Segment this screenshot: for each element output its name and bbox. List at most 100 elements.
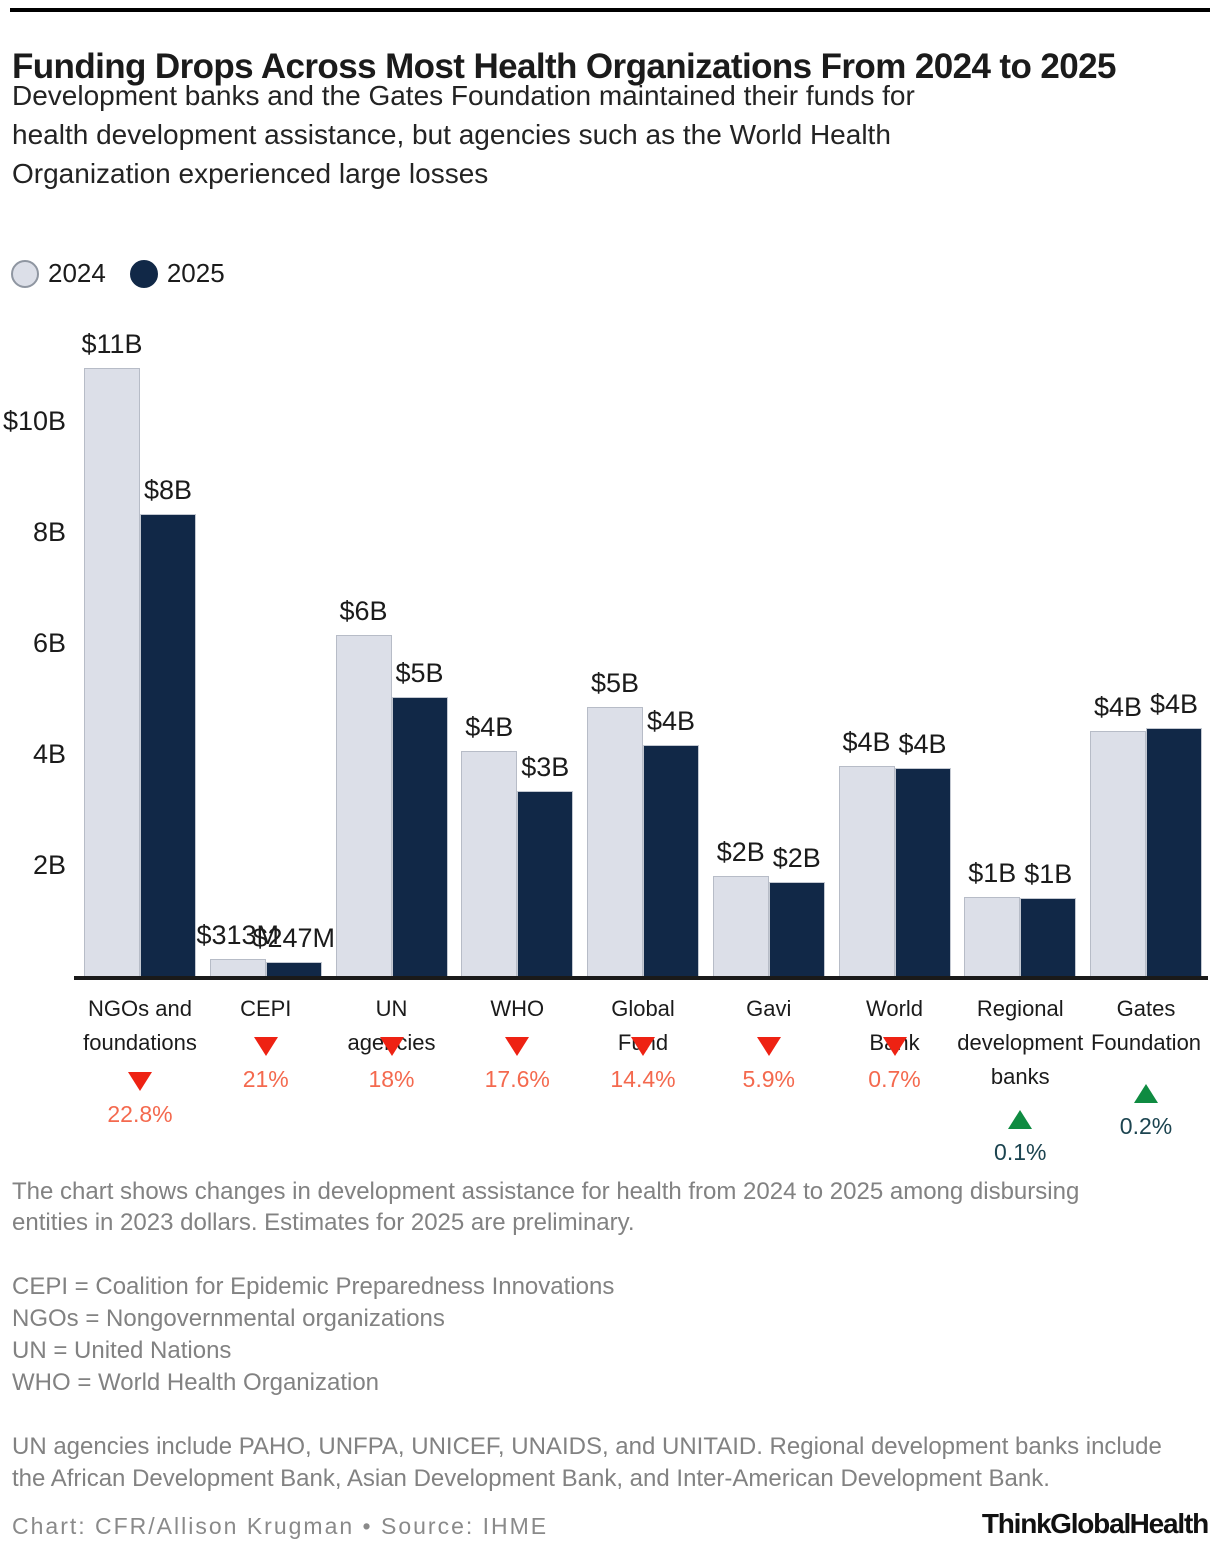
- y-axis-tick-label: 2B: [32, 850, 66, 880]
- bar-value-label: $4B: [842, 727, 891, 757]
- bar-2024: [712, 876, 769, 976]
- bar-2025: [517, 791, 574, 976]
- think-global-health-logo: Think Global Health: [981, 1508, 1209, 1539]
- credit-line: Chart: CFR/Allison Krugman • Source: IHM…: [12, 1513, 549, 1539]
- footnote-line: The chart shows changes in development a…: [12, 1178, 1080, 1205]
- bar-2025: [140, 514, 196, 976]
- bar-value-label: $247M: [252, 923, 336, 953]
- change-percent-label: 22.8%: [107, 1101, 173, 1127]
- decrease-triangle-icon: [756, 1037, 781, 1056]
- footnote-line: UN agencies include PAHO, UNFPA, UNICEF,…: [12, 1433, 1162, 1460]
- change-percent-label: 5.9%: [742, 1066, 795, 1092]
- bar-value-label: $8B: [143, 475, 193, 505]
- bar-group: $2B $2B Gavi 5.9%: [712, 330, 825, 1091]
- change-annotation: 22.8%: [84, 1072, 196, 1126]
- bar-2024: [964, 897, 1021, 976]
- change-percent-label: 0.7%: [868, 1066, 921, 1092]
- x-axis-label-line: banks: [990, 1064, 1050, 1089]
- bar-2025: [1146, 728, 1202, 976]
- decrease-triangle-icon: [128, 1072, 152, 1091]
- x-axis-category-label: Gates Foundation: [1061, 992, 1220, 1060]
- bar-group: $4B $4B World Bank 0.7%: [838, 330, 951, 1091]
- change-percent-label: 14.4%: [610, 1066, 676, 1092]
- x-axis-category-label: Regional development banks: [935, 992, 1105, 1094]
- footnote-line: WHO = World Health Organization: [12, 1369, 380, 1396]
- bar-group: $5B $4B Global Fund 14.4%: [587, 330, 699, 1091]
- bar-2025: [391, 697, 448, 976]
- bar-2024: [335, 635, 392, 976]
- bar-2025: [1020, 898, 1077, 976]
- x-axis-label-line: CEPI: [240, 996, 292, 1021]
- bar-value-label: $2B: [772, 843, 821, 873]
- x-axis-label-line: foundations: [83, 1030, 197, 1055]
- bar-2024: [1090, 731, 1146, 976]
- y-axis-tick-label: 4B: [32, 739, 66, 769]
- footnote-line: entities in 2023 dollars. Estimates for …: [12, 1209, 635, 1236]
- change-annotation: 17.6%: [461, 1037, 573, 1091]
- x-axis-category-label: CEPI: [181, 992, 351, 1026]
- x-axis-category-label: NGOs and foundations: [55, 992, 225, 1060]
- bar-group: $6B $5B UN agencies 18%: [335, 330, 448, 1091]
- bar-value-label: $5B: [590, 668, 640, 698]
- change-percent-label: 0.1%: [994, 1139, 1047, 1165]
- bar-2024: [461, 751, 518, 976]
- bar-value-label: $4B: [646, 706, 696, 736]
- change-percent-label: 18%: [368, 1066, 415, 1092]
- bar-group: $4B $3B WHO 17.6%: [461, 330, 574, 1091]
- change-percent-label: 17.6%: [484, 1066, 550, 1092]
- change-annotation: 5.9%: [713, 1037, 825, 1091]
- decrease-triangle-icon: [379, 1037, 404, 1056]
- x-axis-label-line: UN: [375, 996, 408, 1021]
- footnote-inclusions: UN agencies include PAHO, UNFPA, UNICEF,…: [12, 1431, 1162, 1495]
- decrease-triangle-icon: [631, 1037, 655, 1056]
- x-axis-label-line: Regional: [976, 996, 1064, 1021]
- footnote-description: The chart shows changes in development a…: [12, 1176, 1079, 1238]
- x-axis-label-line: Gavi: [746, 996, 792, 1021]
- decrease-triangle-icon: [505, 1037, 530, 1056]
- legend-item-2024: 2024: [11, 258, 106, 289]
- y-axis-tick-label: $10B: [2, 406, 66, 436]
- bar-value-label: $5B: [395, 658, 444, 688]
- bar-2025: [768, 882, 825, 976]
- page-title: Funding Drops Across Most Health Organiz…: [12, 47, 1116, 87]
- footnote-line: UN = United Nations: [12, 1337, 232, 1364]
- increase-triangle-icon: [1008, 1110, 1033, 1129]
- x-axis-category-label: Gavi: [684, 992, 854, 1026]
- legend-label-2025: 2025: [166, 258, 225, 288]
- legend-swatch-2024-icon: [11, 259, 39, 288]
- change-annotation: 0.7%: [839, 1037, 951, 1091]
- y-axis-tick-label: 8B: [32, 517, 66, 547]
- increase-triangle-icon: [1134, 1084, 1158, 1103]
- top-rule: [10, 8, 1210, 12]
- decrease-triangle-icon: [882, 1037, 907, 1056]
- subtitle-line: health development assistance, but agenc…: [12, 119, 891, 150]
- bar-value-label: $4B: [1149, 689, 1199, 719]
- chart-legend: 2024 2025: [11, 258, 225, 289]
- bar-value-label: $2B: [716, 837, 765, 867]
- bar-group: $1B $1B Regional development banks 0.1%: [957, 330, 1083, 1164]
- bar-value-label: $6B: [339, 596, 388, 626]
- bar-2024: [838, 766, 895, 976]
- bar-value-label: $4B: [465, 712, 514, 742]
- bar-2024: [587, 707, 643, 976]
- bar-value-label: $4B: [898, 729, 947, 759]
- x-axis-label-line: development: [957, 1030, 1084, 1055]
- x-axis-label-line: Global: [611, 996, 675, 1021]
- change-annotation: 21%: [210, 1037, 322, 1091]
- bar-group: $4B $4B Gates Foundation 0.2%: [1090, 330, 1202, 1138]
- legend-swatch-2025-icon: [129, 259, 158, 288]
- bar-value-label: $1B: [1024, 859, 1073, 889]
- legend-label-2024: 2024: [48, 258, 106, 288]
- bar-2025: [265, 962, 322, 976]
- bar-group: $313M $247M CEPI 21%: [196, 330, 335, 1091]
- subtitle: Development banks and the Gates Foundati…: [12, 76, 1172, 193]
- subtitle-line: Organization experienced large losses: [12, 158, 489, 189]
- bar-group: $11B $8B NGOs and foundations 22.8%: [81, 329, 196, 1126]
- bar-2024: [209, 959, 266, 976]
- decrease-triangle-icon: [253, 1037, 278, 1056]
- x-axis-label-line: World: [865, 996, 924, 1021]
- bar-2025: [643, 745, 699, 976]
- bar-value-label: $4B: [1093, 692, 1143, 722]
- bar-value-label: $3B: [521, 752, 570, 782]
